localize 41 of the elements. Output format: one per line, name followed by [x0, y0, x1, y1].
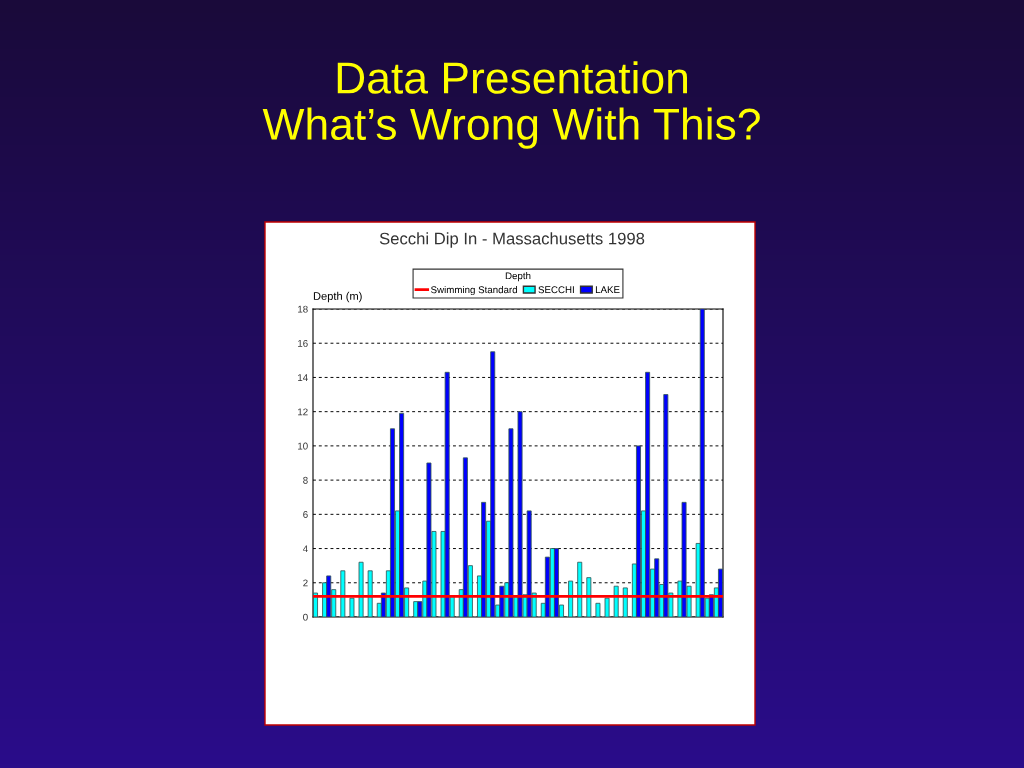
chart-subtitle: Secchi Dip In - Massachusetts 1998: [379, 232, 645, 248]
bar: [399, 412, 405, 617]
legend-title: Depth: [505, 272, 531, 282]
bar: [718, 568, 723, 617]
bar: [595, 602, 601, 617]
y-tick-label: 8: [303, 476, 308, 484]
y-tick-label: 16: [298, 339, 308, 347]
y-tick-label: 10: [298, 442, 308, 450]
bar: [499, 585, 505, 617]
y-tick-label: 18: [298, 305, 308, 313]
bar: [645, 371, 651, 617]
bar: [654, 558, 660, 617]
bar: [604, 597, 610, 617]
bar: [481, 501, 487, 617]
bar: [622, 587, 628, 617]
y-tick-label: 0: [303, 613, 308, 621]
y-tick-label: 2: [303, 579, 308, 587]
bar: [568, 580, 574, 617]
bar: [326, 575, 332, 617]
y-tick-label: 14: [298, 374, 308, 381]
bar: [636, 445, 641, 617]
bar: [367, 570, 373, 617]
y-axis-title: Depth (m): [313, 291, 362, 303]
chart-title: Data Presentation What’s Wrong With This?: [262, 61, 760, 149]
bar: [577, 561, 583, 617]
bar: [390, 428, 395, 617]
bar: [699, 309, 705, 617]
legend-label: Swimming Standard: [431, 286, 517, 296]
legend-label: SECCHI: [538, 286, 574, 294]
bar: [349, 597, 355, 617]
bar: [586, 577, 592, 617]
bar: [517, 411, 523, 617]
bar: [358, 561, 364, 617]
bar: [613, 585, 619, 617]
bar: [508, 428, 514, 617]
y-tick-label: 4: [302, 545, 308, 553]
bar: [340, 570, 346, 617]
y-tick-label: 12: [298, 408, 308, 416]
y-tick-label: 6: [303, 511, 308, 518]
bar: [490, 351, 496, 617]
legend-label: LAKE: [595, 286, 620, 294]
